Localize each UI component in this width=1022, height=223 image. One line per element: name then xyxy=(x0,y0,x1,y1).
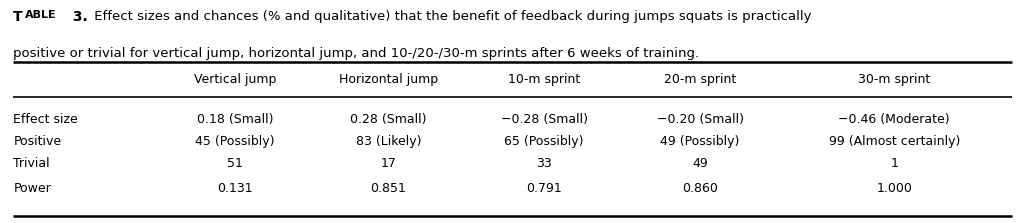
Text: 49: 49 xyxy=(692,157,708,170)
Text: 1: 1 xyxy=(890,157,898,170)
Text: −0.46 (Moderate): −0.46 (Moderate) xyxy=(838,113,950,126)
Text: positive or trivial for vertical jump, horizontal jump, and 10-/20-/30-m sprints: positive or trivial for vertical jump, h… xyxy=(13,47,699,60)
Text: 0.791: 0.791 xyxy=(526,182,562,195)
Text: 0.131: 0.131 xyxy=(218,182,252,195)
Text: 33: 33 xyxy=(537,157,552,170)
Text: 45 (Possibly): 45 (Possibly) xyxy=(195,135,275,148)
Text: Effect sizes and chances (% and qualitative) that the benefit of feedback during: Effect sizes and chances (% and qualitat… xyxy=(90,10,811,23)
Text: Effect size: Effect size xyxy=(13,113,78,126)
Text: ABLE: ABLE xyxy=(26,10,56,20)
Text: Trivial: Trivial xyxy=(13,157,50,170)
Text: 49 (Possibly): 49 (Possibly) xyxy=(660,135,740,148)
Text: 65 (Possibly): 65 (Possibly) xyxy=(505,135,584,148)
Text: 1.000: 1.000 xyxy=(876,182,913,195)
Text: Vertical jump: Vertical jump xyxy=(194,73,276,86)
Text: 0.28 (Small): 0.28 (Small) xyxy=(351,113,426,126)
Text: 30-m sprint: 30-m sprint xyxy=(858,73,930,86)
Text: −0.20 (Small): −0.20 (Small) xyxy=(656,113,744,126)
Text: 51: 51 xyxy=(227,157,243,170)
Text: Positive: Positive xyxy=(13,135,61,148)
Text: 99 (Almost certainly): 99 (Almost certainly) xyxy=(829,135,960,148)
Text: 17: 17 xyxy=(380,157,397,170)
Text: 10-m sprint: 10-m sprint xyxy=(508,73,580,86)
Text: 20-m sprint: 20-m sprint xyxy=(664,73,736,86)
Text: 83 (Likely): 83 (Likely) xyxy=(356,135,421,148)
Text: 3.: 3. xyxy=(67,10,88,24)
Text: Horizontal jump: Horizontal jump xyxy=(339,73,437,86)
Text: T: T xyxy=(13,10,22,24)
Text: 0.860: 0.860 xyxy=(682,182,718,195)
Text: 0.851: 0.851 xyxy=(370,182,407,195)
Text: Power: Power xyxy=(13,182,51,195)
Text: 0.18 (Small): 0.18 (Small) xyxy=(197,113,273,126)
Text: −0.28 (Small): −0.28 (Small) xyxy=(501,113,588,126)
